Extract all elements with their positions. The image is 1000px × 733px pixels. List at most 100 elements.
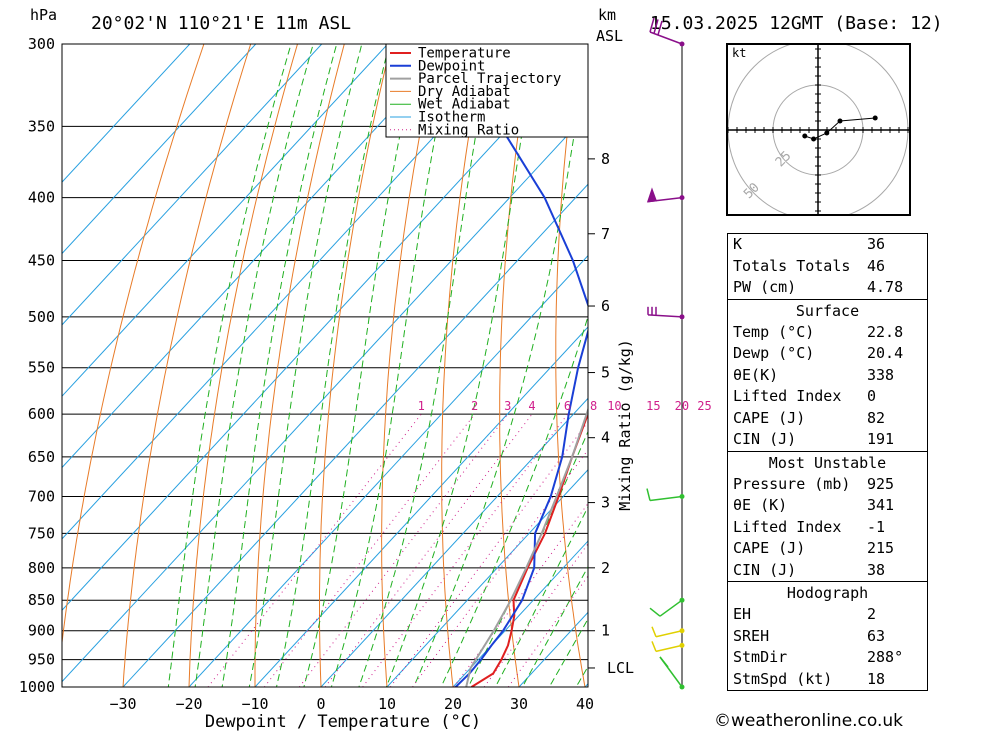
- index-value: 191: [867, 430, 895, 448]
- legend-item: Dewpoint: [418, 58, 485, 74]
- index-label: CAPE (J): [733, 408, 806, 427]
- legend-item: Temperature: [418, 46, 511, 62]
- index-value: 82: [867, 408, 886, 427]
- wet-adiabat-line: [467, 430, 588, 687]
- hodograph-unit-label: kt: [732, 46, 746, 60]
- pressure-tick-label: 350: [28, 117, 55, 135]
- legend-item: Parcel Trajectory: [418, 71, 561, 87]
- mixing-ratio-label: 1: [418, 399, 425, 413]
- temperature-tick-label: −10: [241, 695, 268, 713]
- index-row: Lifted Index -1: [728, 517, 927, 539]
- index-label: Temp (°C): [733, 322, 815, 341]
- pressure-tick-label: 600: [28, 405, 55, 423]
- legend-item: Isotherm: [418, 110, 485, 126]
- dry-adiabat-line: [499, 44, 532, 687]
- dewpoint-line: [454, 44, 588, 687]
- wet-adiabat-line: [303, 44, 421, 687]
- pressure-tick-label: 550: [28, 359, 55, 377]
- dry-adiabat-line: [254, 44, 345, 687]
- mixing-ratio-label: 6: [564, 399, 571, 413]
- wind-barb: [646, 187, 683, 203]
- index-value: 18: [867, 669, 886, 688]
- index-label: Lifted Index: [733, 387, 842, 405]
- legend-item: Wet Adiabat: [418, 97, 511, 113]
- pressure-tick-label: 950: [28, 651, 55, 669]
- index-row: SREH 63: [728, 626, 927, 648]
- mixing-ratio-label: 25: [697, 399, 711, 413]
- pressure-tick-label: 300: [28, 35, 55, 53]
- index-value: -1: [867, 517, 886, 536]
- km-unit-label: km: [598, 6, 616, 24]
- index-label: CAPE (J): [733, 539, 806, 557]
- index-label: θE (K): [733, 496, 788, 514]
- lcl-label: LCL: [607, 659, 634, 677]
- mixing-ratio-axis-label: Mixing Ratio (g/kg): [616, 339, 634, 511]
- plot-frame: [61, 43, 589, 688]
- isotherm-line: [122, 183, 588, 687]
- temperature-line: [470, 411, 588, 687]
- index-row: EH 2: [728, 604, 927, 626]
- datetime-header: 15.03.2025 12GMT (Base: 12): [650, 13, 943, 34]
- wet-adiabat-line: [413, 46, 588, 687]
- legend-item: Mixing Ratio: [418, 122, 519, 138]
- index-label: CIN (J): [733, 430, 797, 448]
- temperature-tick-label: 10: [378, 695, 396, 713]
- hodograph-point: [824, 130, 830, 136]
- isotherm-line: [62, 44, 323, 326]
- index-row: CAPE (J) 82: [728, 408, 927, 430]
- temperature-tick-label: 40: [576, 695, 594, 713]
- mixing-ratio-label: 8: [590, 399, 597, 413]
- wind-barb: [651, 641, 683, 653]
- index-value: 0: [867, 387, 877, 405]
- index-row: Totals Totals 46: [728, 256, 927, 278]
- index-value: 925: [867, 474, 895, 493]
- pressure-tick-label: 900: [28, 622, 55, 640]
- mixing-ratio-label: 4: [528, 399, 535, 413]
- km-tick-label: 2: [601, 559, 610, 577]
- wet-adiabat-line: [385, 44, 538, 687]
- index-row: Pressure (mb) 925: [728, 474, 927, 496]
- temperature-tick-label: −30: [109, 695, 136, 713]
- wet-adiabat-line: [358, 44, 493, 687]
- mixing-ratio-label: 10: [607, 399, 621, 413]
- copyright-footer: ©weatheronline.co.uk: [714, 711, 904, 731]
- index-value: 341: [867, 496, 895, 514]
- index-label: Dewp (°C): [733, 344, 815, 362]
- isotherm-line: [254, 326, 588, 687]
- asl-unit-label: ASL: [596, 27, 623, 45]
- mixing-ratio-line: [389, 420, 588, 687]
- wet-adiabat-line: [521, 565, 588, 687]
- index-label: CIN (J): [733, 560, 797, 579]
- pressure-tick-label: 750: [28, 524, 55, 542]
- wet-adiabat-line: [548, 617, 588, 687]
- hodograph-point: [837, 118, 843, 124]
- index-label: θE(K): [733, 365, 779, 384]
- index-value: 22.8: [867, 322, 904, 341]
- location-header: 20°02'N 110°21'E 11m ASL: [91, 13, 351, 34]
- pressure-tick-label: 650: [28, 448, 55, 466]
- wind-barb: [649, 17, 683, 45]
- pressure-unit-label: hPa: [30, 6, 57, 24]
- hodograph-point: [811, 136, 817, 142]
- index-row: θE(K) 338: [728, 365, 927, 387]
- isotherm-line: [62, 44, 257, 255]
- index-row: Lifted Index 0: [728, 386, 927, 408]
- pressure-tick-label: 700: [28, 488, 55, 506]
- index-value: 288°: [867, 648, 904, 666]
- km-tick-label: 6: [601, 297, 610, 315]
- isotherm-line: [320, 397, 588, 687]
- index-label: Pressure (mb): [733, 474, 851, 493]
- index-row: PW (cm) 4.78: [728, 277, 927, 299]
- index-label: Lifted Index: [733, 517, 842, 536]
- index-label: Totals Totals: [733, 256, 851, 275]
- index-value: 38: [867, 560, 886, 579]
- wet-adiabat-line: [221, 44, 338, 687]
- wet-adiabat-line: [275, 44, 390, 687]
- index-row: Dewp (°C) 20.4: [728, 343, 927, 365]
- wet-adiabat-line: [330, 44, 455, 687]
- dry-adiabat-line: [319, 44, 392, 687]
- km-tick-label: 4: [601, 429, 610, 447]
- wind-barb: [659, 656, 683, 688]
